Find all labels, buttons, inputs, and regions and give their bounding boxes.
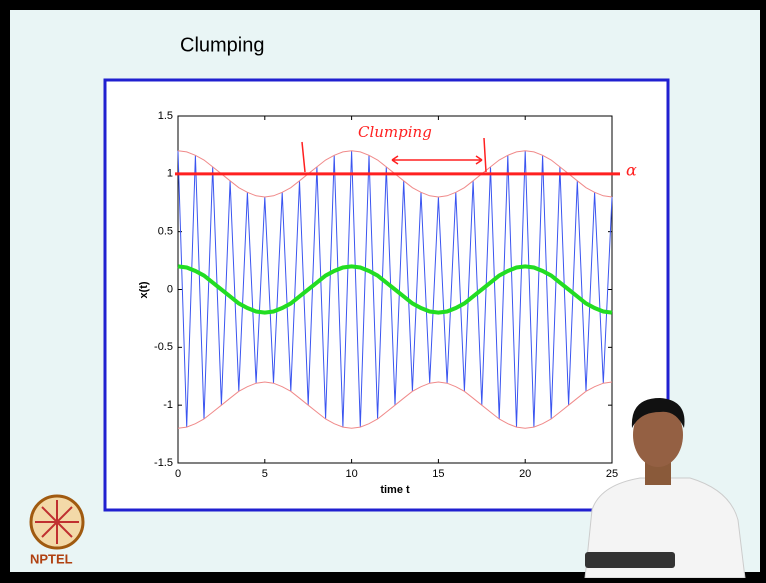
x-axis-label: time t — [380, 484, 410, 496]
y-tick-label: -1 — [163, 399, 173, 411]
x-tick-label: 25 — [606, 468, 618, 480]
x-tick-label: 5 — [262, 468, 268, 480]
x-tick-label: 20 — [519, 468, 531, 480]
y-tick-label: 1 — [167, 168, 173, 180]
x-tick-label: 10 — [345, 468, 357, 480]
annotation: Clumping — [358, 123, 432, 141]
y-axis-label: x(t) — [138, 281, 150, 298]
slide-title: Clumping — [180, 34, 264, 56]
slide: Clumping time t x(t) -1.5 -1 -0.5 0 0.5 1 1.5 0… — [0, 0, 766, 578]
y-tick-label: 0 — [167, 283, 173, 295]
annotation: α — [626, 161, 637, 180]
x-tick-label: 0 — [175, 468, 181, 480]
logo-text: NPTEL — [30, 551, 73, 566]
x-tick-label: 15 — [432, 468, 444, 480]
laptop — [585, 552, 675, 568]
y-tick-label: 1.5 — [158, 110, 173, 122]
page: Clumping time t x(t) -1.5 -1 -0.5 0 0.5 1 1.5 0… — [0, 0, 766, 583]
y-tick-label: -0.5 — [154, 341, 173, 353]
y-tick-label: -1.5 — [154, 457, 173, 469]
y-tick-label: 0.5 — [158, 226, 173, 238]
